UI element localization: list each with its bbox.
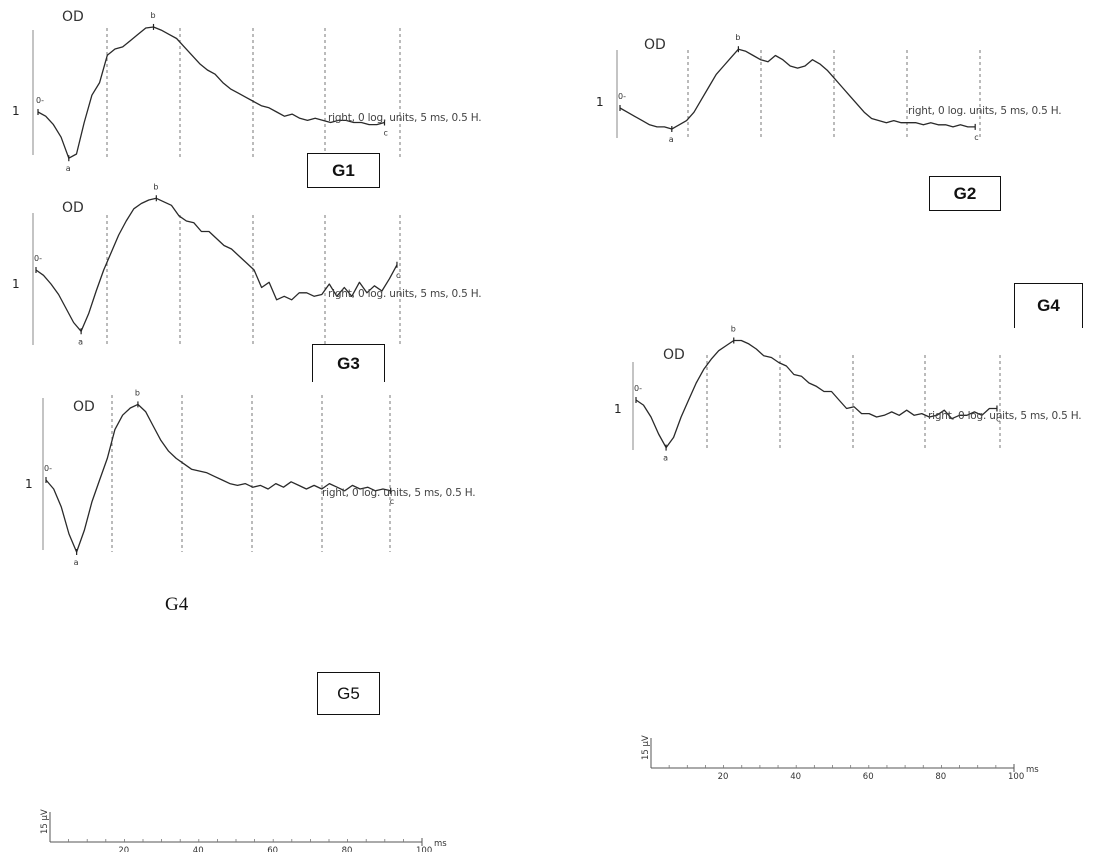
scale-voltage-label: 15 µV	[40, 809, 50, 834]
erg-waveform-g5	[45, 403, 391, 553]
erg-waveform-g1	[37, 26, 385, 159]
a-wave-marker-label: a	[663, 454, 668, 463]
scale-tick-label: 40	[790, 772, 801, 782]
eye-label: OD	[62, 9, 84, 25]
scale-tick-label: 80	[342, 846, 353, 852]
c-wave-marker-label: c	[974, 133, 978, 142]
erg-panel-g4-right: 0- a b c OD 1 right, 0 log. units, 5 ms, 0.…	[600, 325, 1105, 470]
scale-tick-label: 60	[267, 846, 278, 852]
erg-plot-g5: 0- a b c	[42, 388, 394, 567]
onset-marker-label: 0-	[618, 92, 626, 101]
scale-tick-label: 40	[193, 846, 204, 852]
amplitude-marker-label: 1	[614, 402, 622, 416]
eye-label: OD	[62, 200, 84, 216]
panel-box-g4-right: G4	[1014, 283, 1083, 328]
onset-marker-label: 0-	[44, 464, 52, 473]
eye-label: OD	[644, 37, 666, 53]
erg-panel-g3: 0- a b c OD 1 right, 0 log. units, 5 ms, 0.…	[0, 182, 482, 360]
a-wave-marker-label: a	[66, 164, 71, 173]
amplitude-marker-label: 1	[596, 95, 604, 109]
scale-tick-label: 60	[863, 772, 874, 782]
panel-box-g3: G3	[312, 344, 385, 382]
a-wave-marker-label: a	[74, 558, 79, 567]
erg-waveform-g2	[619, 48, 976, 130]
panel-box-g5: G5	[317, 672, 380, 715]
scale-bar-left: 20 40 60 80 100 ms 15 µV	[30, 798, 470, 856]
recording-legend: right, 0 log. units, 5 ms, 0.5 H.	[928, 410, 1082, 422]
c-wave-marker-label: c	[384, 129, 388, 138]
erg-plot-g4-right: 0- a b c	[632, 325, 1001, 463]
eye-label: OD	[73, 399, 95, 415]
a-wave-marker-label: a	[669, 135, 674, 144]
caption-g4: G4	[165, 594, 189, 615]
scale-tick-label: 100	[416, 846, 432, 852]
erg-plot-g1: 0- a b c	[32, 11, 401, 173]
b-wave-marker-label: b	[151, 11, 156, 20]
amplitude-marker-label: 1	[25, 477, 33, 491]
eye-label: OD	[663, 347, 685, 363]
panel-box-g1: G1	[307, 153, 380, 188]
recording-legend: right, 0 log. units, 5 ms, 0.5 H.	[908, 105, 1062, 117]
c-wave-marker-label: c	[396, 271, 400, 280]
erg-panel-g2: 0- a b c OD 1 right, 0 log. units, 5 ms, 0.…	[580, 20, 1100, 170]
amplitude-marker-label: 1	[12, 277, 20, 291]
scale-voltage-label: 15 µV	[641, 735, 651, 760]
erg-waveform-g3	[35, 197, 398, 332]
amplitude-marker-label: 1	[12, 104, 20, 118]
erg-plot-g2: 0- a b c	[616, 33, 981, 144]
scale-unit-label: ms	[1026, 765, 1039, 775]
erg-plot-g3: 0- a b c	[32, 182, 401, 346]
b-wave-marker-label: b	[135, 388, 140, 397]
scale-bar-right: 20 40 60 80 100 ms 15 µV	[630, 720, 1070, 790]
erg-waveform-g4	[635, 339, 997, 449]
panel-box-g2: G2	[929, 176, 1001, 211]
a-wave-marker-label: a	[78, 337, 83, 346]
scale-tick-label: 80	[935, 772, 946, 782]
b-wave-marker-label: b	[735, 33, 740, 42]
scale-tick-label: 20	[718, 772, 729, 782]
onset-marker-label: 0-	[36, 96, 44, 105]
recording-legend: right, 0 log. units, 5 ms, 0.5 H.	[328, 112, 482, 124]
scale-tick-label: 100	[1008, 772, 1024, 782]
b-wave-marker-label: b	[153, 182, 158, 191]
c-wave-marker-label: c	[996, 415, 1000, 424]
recording-legend: right, 0 log. units, 5 ms, 0.5 H.	[322, 487, 476, 499]
scale-tick-label: 20	[118, 846, 129, 852]
erg-panel-g1: 0- a b c OD 1 right, 0 log. units, 5 ms, 0.…	[0, 0, 482, 180]
c-wave-marker-label: c	[390, 497, 394, 506]
onset-marker-label: 0-	[34, 254, 42, 263]
erg-panel-g5: 0- a b c OD 1 right, 0 log. units, 5 ms, 0.…	[0, 388, 476, 567]
recording-legend: right, 0 log. units, 5 ms, 0.5 H.	[328, 288, 482, 300]
b-wave-marker-label: b	[731, 325, 736, 334]
onset-marker-label: 0-	[634, 384, 642, 393]
scale-unit-label: ms	[434, 839, 447, 849]
